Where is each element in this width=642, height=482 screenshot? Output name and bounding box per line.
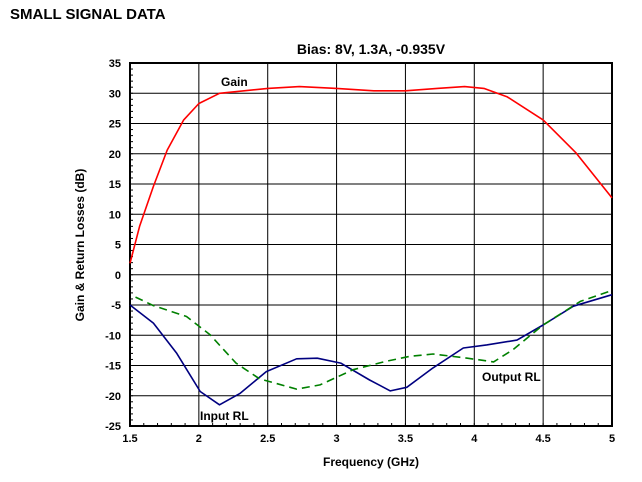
chart-title: Bias: 8V, 1.3A, -0.935V (297, 41, 446, 57)
plot-frame (129, 62, 613, 427)
y-tick-label: 25 (109, 119, 121, 131)
y-axis-label: Gain & Return Losses (dB) (73, 169, 87, 322)
y-tick-label: 5 (115, 240, 121, 252)
y-tick-label: 30 (109, 88, 121, 100)
x-tick-label: 2.5 (260, 433, 275, 445)
series-label-input-rl: Input RL (200, 409, 249, 423)
y-tick-label: -20 (105, 391, 121, 403)
x-axis-label: Frequency (GHz) (323, 455, 419, 469)
y-tick-label: 20 (109, 149, 121, 161)
y-tick-label: -5 (111, 300, 121, 312)
section-heading: SMALL SIGNAL DATA (10, 6, 166, 23)
y-tick-label: -15 (105, 361, 121, 373)
series-label-output-rl: Output RL (482, 370, 541, 384)
y-tick-label: 0 (115, 270, 121, 282)
series-label-gain: Gain (221, 75, 248, 89)
x-tick-label: 5 (609, 433, 615, 445)
x-tick-label: 4.5 (535, 433, 550, 445)
y-tick-label: -25 (105, 421, 121, 433)
x-tick-label: 3.5 (398, 433, 413, 445)
x-tick-label: 2 (196, 433, 202, 445)
series-line-input-rl (129, 293, 613, 406)
y-tick-label: 10 (109, 209, 121, 221)
series-line-gain (129, 85, 613, 264)
x-tick-label: 3 (334, 433, 340, 445)
x-tick-label: 1.5 (122, 433, 137, 445)
x-tick-label: 4 (471, 433, 478, 445)
y-tick-label: -10 (105, 330, 121, 342)
series-line-output-rl (135, 289, 613, 390)
y-tick-label: 15 (109, 179, 121, 191)
y-tick-label: 35 (109, 58, 121, 70)
